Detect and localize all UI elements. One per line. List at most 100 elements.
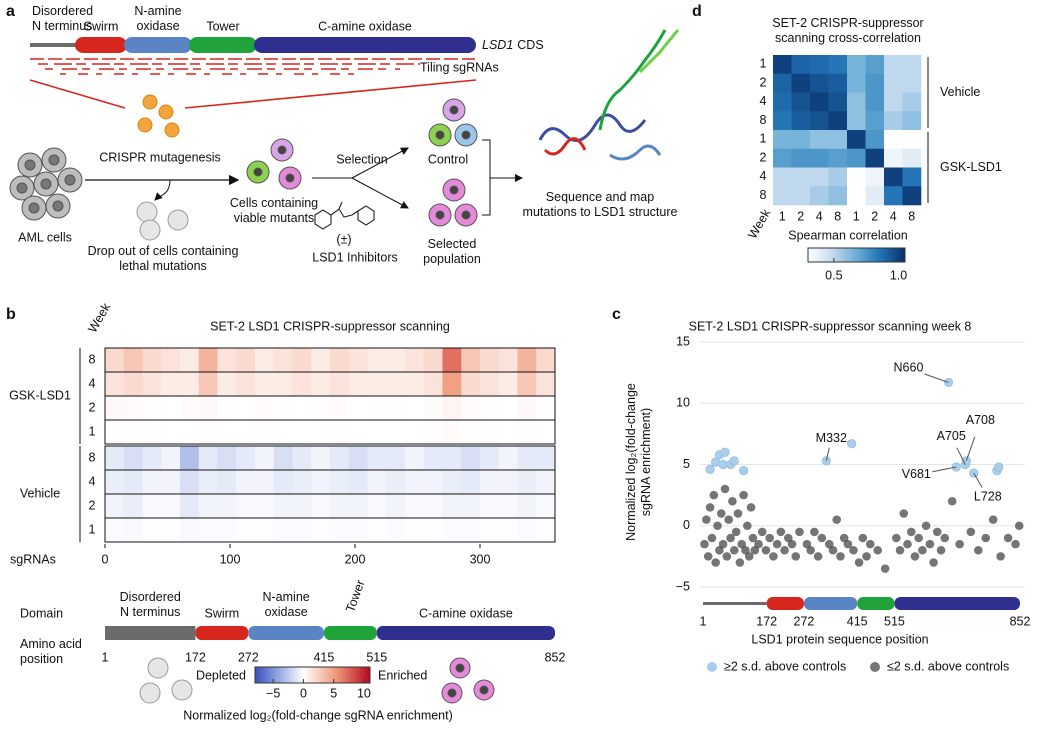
heat-cell xyxy=(791,73,811,93)
step-label: (±) xyxy=(336,232,351,246)
heat-cell xyxy=(865,73,885,93)
heat-cell xyxy=(517,446,537,470)
x-tick-label: 172 xyxy=(756,614,777,628)
heat-cell xyxy=(367,470,387,494)
heat-cell xyxy=(292,446,312,470)
heat-cell xyxy=(161,494,181,518)
heat-cell xyxy=(161,470,181,494)
heat-cell xyxy=(536,518,556,542)
heat-cell xyxy=(273,396,293,420)
text-line: position xyxy=(20,652,63,666)
colorbar-step xyxy=(330,667,333,683)
colorbar-step xyxy=(262,667,266,683)
text-line: viable mutants xyxy=(234,211,315,225)
point xyxy=(1003,533,1013,543)
heat-cell xyxy=(884,148,903,168)
heat-cell xyxy=(773,55,792,75)
heat-cell xyxy=(847,186,866,206)
colorbar-step xyxy=(883,248,886,262)
point xyxy=(729,545,739,555)
heat-cell xyxy=(386,470,406,494)
heat-cell xyxy=(311,372,331,396)
row-label: 2 xyxy=(760,150,767,164)
heat-cell xyxy=(367,494,387,518)
heat-cell xyxy=(865,130,885,150)
point xyxy=(787,539,797,549)
heat-cell xyxy=(161,446,181,470)
heat-cell xyxy=(517,420,537,444)
heat-cell xyxy=(405,348,425,372)
colorbar-step xyxy=(841,248,845,262)
point xyxy=(903,539,912,549)
domain-shape xyxy=(124,37,192,53)
annotation-leader xyxy=(956,447,966,465)
domain-shape xyxy=(189,37,257,53)
heat-cell xyxy=(105,348,125,372)
colorbar-step xyxy=(824,248,828,262)
heat-cell xyxy=(348,470,368,494)
point xyxy=(906,527,916,537)
heat-cell xyxy=(161,518,181,542)
heat-cell xyxy=(180,348,200,372)
colorbar-step xyxy=(352,667,356,683)
point xyxy=(828,545,838,555)
domain xyxy=(857,597,895,610)
heat-cell xyxy=(810,55,829,75)
heat-cell xyxy=(198,470,218,494)
point xyxy=(744,552,754,561)
domain xyxy=(766,597,804,610)
point xyxy=(940,533,950,543)
heat-cell xyxy=(517,372,537,396)
heat-cell xyxy=(273,446,293,470)
heat-cell xyxy=(498,420,518,444)
heat-cell xyxy=(105,494,125,518)
heat-cell xyxy=(810,167,829,187)
position-tick-label: 1 xyxy=(102,650,109,664)
col-label: 2 xyxy=(797,209,804,223)
colorbar-step xyxy=(866,248,870,262)
colorbar-step xyxy=(861,248,865,262)
colorbar-step xyxy=(834,248,838,262)
heat-cell xyxy=(330,372,350,396)
annotation: V681 xyxy=(902,467,931,481)
domain-label: Disordered N terminus xyxy=(32,4,93,33)
heat-cell xyxy=(105,518,125,542)
point xyxy=(780,545,789,555)
colorbar-title: Normalized log₂(fold-change sgRNA enrich… xyxy=(183,708,453,722)
dropout-cells xyxy=(136,201,189,241)
heat-cell xyxy=(386,446,406,470)
col-label: 8 xyxy=(908,209,915,223)
heat-cell xyxy=(865,92,885,112)
colorbar-step xyxy=(272,667,276,683)
heat-cell xyxy=(348,518,368,542)
heat-cell xyxy=(217,446,237,470)
position-tick-label: 852 xyxy=(545,650,566,664)
domain-label: C-amine oxidase xyxy=(419,606,513,620)
heat-cell xyxy=(847,148,866,168)
row-label: 4 xyxy=(760,169,767,183)
heat-cell xyxy=(791,130,811,150)
heat-cell xyxy=(480,446,500,470)
colorbar-step xyxy=(880,248,884,262)
heat-cell xyxy=(791,186,811,206)
annotation: M332 xyxy=(816,431,847,445)
step-label: Control xyxy=(428,152,468,166)
colorbar-step xyxy=(849,248,853,262)
heat-cell xyxy=(442,372,462,396)
point xyxy=(720,484,730,494)
heat-cell xyxy=(311,420,331,444)
colorbar-step xyxy=(890,248,894,262)
position-tick-label: 415 xyxy=(313,650,334,664)
row-label: 8 xyxy=(760,113,767,127)
colorbar-step xyxy=(362,667,366,683)
colorbar-step xyxy=(280,667,283,683)
step-label: AML cells xyxy=(18,230,72,244)
heat-cell xyxy=(902,111,922,131)
colorbar-step xyxy=(832,248,836,262)
point xyxy=(847,439,857,449)
text-line: population xyxy=(423,252,481,266)
colorbar-frame xyxy=(807,247,906,263)
heat-cell xyxy=(498,372,518,396)
heat-cell xyxy=(536,396,556,420)
colorbar-step xyxy=(871,248,874,262)
